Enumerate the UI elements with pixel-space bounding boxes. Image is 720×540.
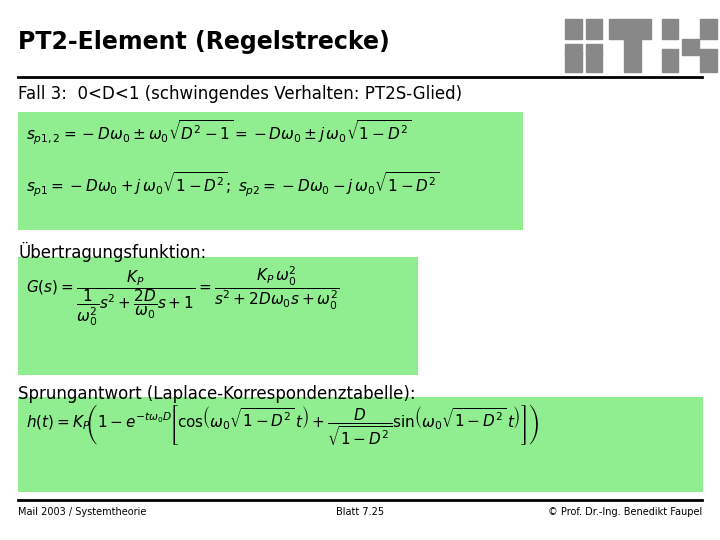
Text: $s_{p1} = -D\omega_0 + j\,\omega_0\sqrt{1-D^2};\;s_{p2} = -D\omega_0 - j\,\omega: $s_{p1} = -D\omega_0 + j\,\omega_0\sqrt{…: [26, 170, 440, 199]
Bar: [609, 19, 651, 39]
Bar: [585, 19, 603, 39]
Bar: [701, 49, 717, 72]
Text: $G(s) = \dfrac{K_P}{\dfrac{1}{\omega_0^2}s^2 + \dfrac{2D}{\omega_0}s + 1} = \dfr: $G(s) = \dfrac{K_P}{\dfrac{1}{\omega_0^2…: [26, 264, 340, 328]
Bar: [565, 52, 582, 72]
Text: Fall 3:  0<D<1 (schwingendes Verhalten: PT2S-Glied): Fall 3: 0<D<1 (schwingendes Verhalten: P…: [18, 85, 462, 103]
Bar: [683, 39, 699, 56]
Bar: [18, 257, 418, 375]
Text: © Prof. Dr.-Ing. Benedikt Faupel: © Prof. Dr.-Ing. Benedikt Faupel: [548, 507, 702, 517]
Text: Übertragungsfunktion:: Übertragungsfunktion:: [18, 242, 206, 262]
Bar: [565, 19, 582, 39]
Bar: [565, 44, 582, 54]
Text: Blatt 7.25: Blatt 7.25: [336, 507, 384, 517]
Bar: [585, 44, 603, 54]
Bar: [18, 397, 703, 492]
Bar: [624, 37, 641, 72]
Text: $h(t) = K_P\!\left(1 - e^{-t\omega_0 D}\!\left[\cos\!\left(\omega_0\sqrt{1-D^2}\: $h(t) = K_P\!\left(1 - e^{-t\omega_0 D}\…: [26, 402, 539, 447]
Bar: [662, 49, 678, 72]
Bar: [662, 19, 678, 39]
Bar: [18, 112, 523, 230]
Text: $s_{p1,2} = -D\omega_0 \pm \omega_0\sqrt{D^2-1} = -D\omega_0 \pm j\,\omega_0\sqr: $s_{p1,2} = -D\omega_0 \pm \omega_0\sqrt…: [26, 118, 411, 146]
Text: Sprungantwort (Laplace-Korrespondenztabelle):: Sprungantwort (Laplace-Korrespondenztabe…: [18, 385, 415, 403]
Bar: [701, 19, 717, 39]
Text: Mail 2003 / Systemtheorie: Mail 2003 / Systemtheorie: [18, 507, 146, 517]
Text: PT2-Element (Regelstrecke): PT2-Element (Regelstrecke): [18, 30, 390, 54]
Bar: [585, 52, 603, 72]
